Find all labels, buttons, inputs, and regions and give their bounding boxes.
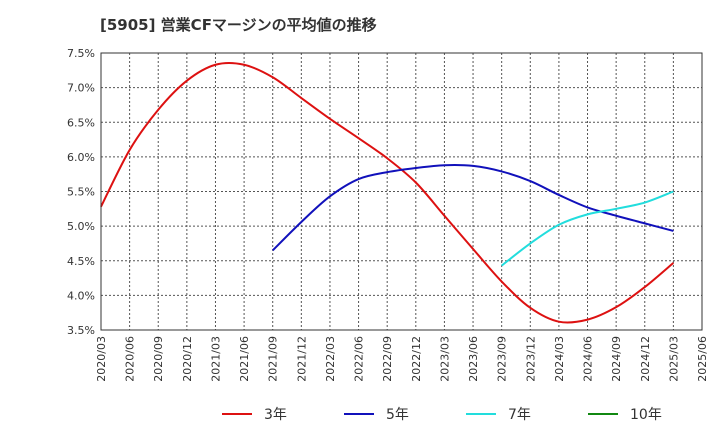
x-tick-label: 2020/03 <box>95 336 108 382</box>
legend-label: 5年 <box>386 407 409 423</box>
x-tick-label: 2024/09 <box>610 336 623 382</box>
legend-label: 7年 <box>508 407 531 423</box>
x-tick-label: 2023/06 <box>467 336 480 382</box>
y-axis: 3.5% 4.0% 4.5% 5.0% 5.5% 6.0% 6.5% 7.0% 7.5% <box>67 47 95 337</box>
x-tick-label: 2022/09 <box>381 336 394 382</box>
series-line-1 <box>100 61 675 324</box>
y-tick-label: 6.5% <box>67 116 95 129</box>
x-tick-label: 2023/09 <box>496 336 509 382</box>
y-tick-label: 5.5% <box>67 186 95 199</box>
series-lines <box>100 61 675 324</box>
legend-label: 3年 <box>264 407 287 423</box>
x-tick-label: 2021/03 <box>209 336 222 382</box>
y-tick-label: 3.5% <box>67 324 95 337</box>
chart-title: [5905] 営業CFマージンの平均値の推移 <box>100 16 377 34</box>
plot-frame <box>100 52 703 331</box>
x-tick-label: 2022/12 <box>410 336 423 382</box>
y-tick-label: 7.0% <box>67 82 95 95</box>
x-tick-label: 2020/06 <box>124 336 137 382</box>
legend-label: 10年 <box>630 407 662 423</box>
x-tick-label: 2021/09 <box>267 336 280 382</box>
grid-lines <box>100 52 703 331</box>
x-axis: 2020/03 2020/06 2020/09 2020/12 2021/03 2021/… <box>95 336 709 382</box>
x-tick-label: 2020/12 <box>181 336 194 382</box>
x-tick-label: 2024/03 <box>553 336 566 382</box>
y-tick-label: 4.5% <box>67 255 95 268</box>
x-tick-label: 2023/03 <box>438 336 451 382</box>
legend: 3年 5年 7年 10年 <box>222 407 662 423</box>
series-line-3 <box>501 190 674 267</box>
x-tick-label: 2024/12 <box>639 336 652 382</box>
series-line-2 <box>272 163 674 252</box>
x-tick-label: 2022/03 <box>324 336 337 382</box>
x-tick-label: 2020/09 <box>152 336 165 382</box>
x-tick-label: 2025/03 <box>667 336 680 382</box>
y-tick-label: 7.5% <box>67 47 95 60</box>
x-tick-label: 2022/06 <box>353 336 366 382</box>
x-tick-label: 2024/06 <box>582 336 595 382</box>
y-tick-label: 4.0% <box>67 289 95 302</box>
y-tick-label: 5.0% <box>67 220 95 233</box>
x-tick-label: 2023/12 <box>524 336 537 382</box>
x-tick-label: 2025/06 <box>696 336 709 382</box>
x-tick-label: 2021/12 <box>295 336 308 382</box>
x-tick-label: 2021/06 <box>238 336 251 382</box>
y-tick-label: 6.0% <box>67 151 95 164</box>
